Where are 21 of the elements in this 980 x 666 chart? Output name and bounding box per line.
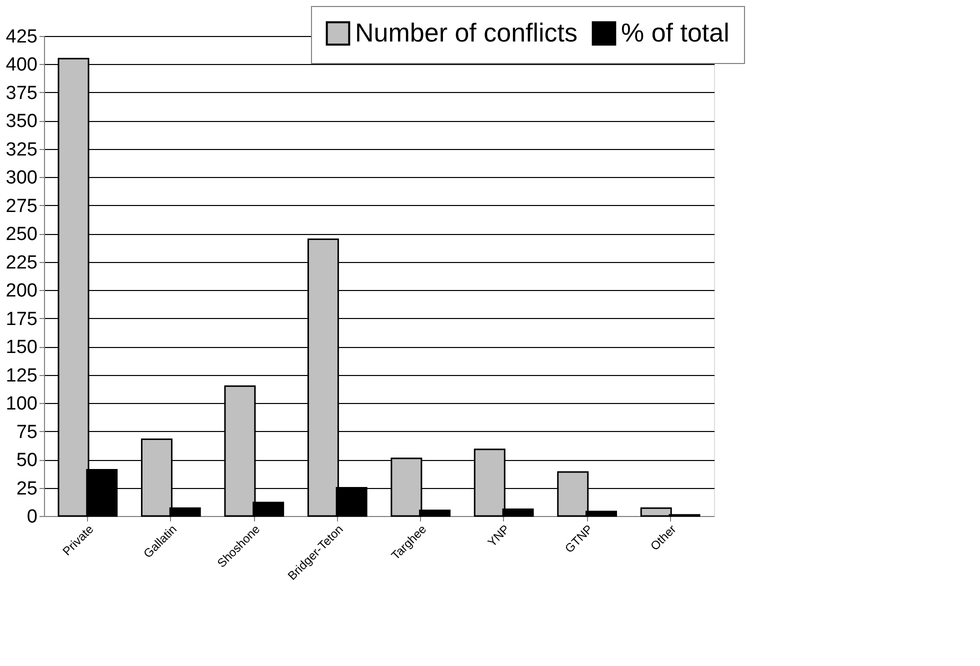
y-tick-label: 325 <box>6 139 38 160</box>
x-tick-label: YNP <box>484 522 512 550</box>
y-tick-label: 250 <box>6 224 38 246</box>
y-tick-label: 425 <box>6 26 38 48</box>
y-tick-label: 225 <box>6 252 38 274</box>
y-tick-label: 175 <box>6 308 38 330</box>
y-tick-label: 275 <box>6 196 38 217</box>
y-tick-label: 300 <box>6 168 38 189</box>
y-tick-label: 0 <box>26 506 38 528</box>
y-tick-label: 25 <box>16 478 38 500</box>
y-tick-label: 100 <box>6 394 38 415</box>
y-tick-label: 150 <box>6 337 38 358</box>
y-tick-label: 200 <box>6 280 38 302</box>
y-tick-label: 50 <box>16 450 38 472</box>
y-tick-label: 375 <box>6 82 38 104</box>
legend-label: % of total <box>621 17 730 48</box>
y-tick-label: 75 <box>16 422 38 443</box>
y-tick-label: 350 <box>6 111 38 132</box>
y-tick-label: 125 <box>6 365 38 386</box>
y-tick-label: 400 <box>6 54 38 76</box>
legend-label: Number of conflicts <box>355 17 578 48</box>
